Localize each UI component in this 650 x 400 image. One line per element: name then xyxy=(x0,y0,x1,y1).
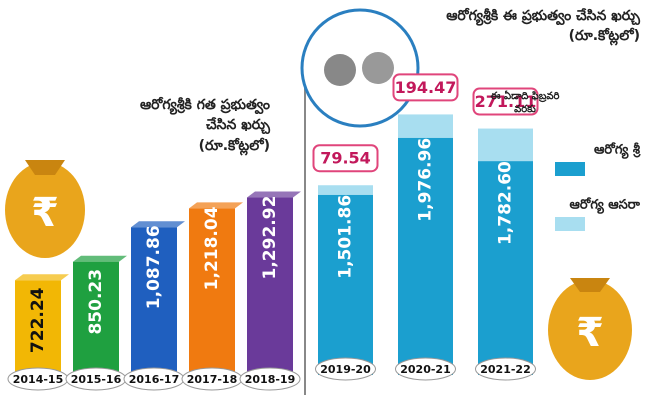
value-label: 1,292.92 xyxy=(260,196,280,280)
value-label: 722.24 xyxy=(28,287,48,353)
x-tick-label: 2021-22 xyxy=(480,363,531,376)
x-tick-label: 2017-18 xyxy=(187,373,238,386)
legend-label: ఆరోగ్య శ్రీ xyxy=(594,142,641,160)
x-tick-label: 2020-21 xyxy=(400,363,451,376)
bar-segment xyxy=(398,114,453,138)
bar-cap xyxy=(247,191,301,198)
money-bag: ₹ xyxy=(5,160,85,258)
legend-swatch xyxy=(555,217,585,231)
bar-cap xyxy=(131,221,185,228)
chart-title: ఆరోగ్యశ్రీకి గత ప్రభుత్వం చేసిన ఖర్చు (ర… xyxy=(139,97,270,154)
x-tick-label: 2014-15 xyxy=(13,373,64,386)
x-tick-label: 2018-19 xyxy=(245,373,296,386)
callout xyxy=(472,87,539,116)
value-label: 1,501.86 xyxy=(336,195,356,279)
chart-title: ఆరోగ్యశ్రీకి ఈ ప్రభుత్వం చేసిన ఖర్చు (రూ… xyxy=(446,8,640,45)
bar xyxy=(131,227,177,385)
bar xyxy=(189,208,235,385)
bar-segment xyxy=(318,194,373,375)
bar-segment xyxy=(478,161,533,375)
logo xyxy=(300,8,420,128)
value-label: 1,976.96 xyxy=(416,138,436,222)
year-badge xyxy=(315,357,376,381)
callout xyxy=(392,73,459,102)
bar-cap xyxy=(73,255,127,262)
bar xyxy=(73,261,119,385)
year-badge xyxy=(475,357,536,381)
x-tick-label: 2015-16 xyxy=(71,373,122,386)
value-label: 194.47 xyxy=(395,78,457,97)
value-label: 850.23 xyxy=(86,269,106,335)
value-label: 1,782.60 xyxy=(496,161,516,245)
year-badge xyxy=(239,367,301,391)
money-bag: ₹ xyxy=(548,278,632,380)
note: ఈ ఏడాది ఫిబ్రవరి వరకు xyxy=(490,91,560,115)
callout xyxy=(312,144,379,173)
legend-label: ఆరోగ్య ఆసరా xyxy=(570,197,641,215)
bar-cap xyxy=(15,274,69,281)
x-tick-label: 2019-20 xyxy=(320,363,371,376)
value-label: 1,218.04 xyxy=(202,206,222,290)
bar-segment xyxy=(398,137,453,375)
value-label: 79.54 xyxy=(320,149,371,168)
bar-segment xyxy=(478,128,533,162)
bar-segment xyxy=(318,185,373,195)
legend-swatch xyxy=(555,162,585,176)
value-label: 271.11 xyxy=(475,92,537,111)
svg-text:₹: ₹ xyxy=(31,190,59,236)
bar xyxy=(247,197,293,385)
year-badge xyxy=(395,357,456,381)
svg-text:₹: ₹ xyxy=(576,310,604,356)
value-label: 1,087.86 xyxy=(144,225,164,309)
x-tick-label: 2016-17 xyxy=(129,373,180,386)
bar-cap xyxy=(189,202,243,209)
